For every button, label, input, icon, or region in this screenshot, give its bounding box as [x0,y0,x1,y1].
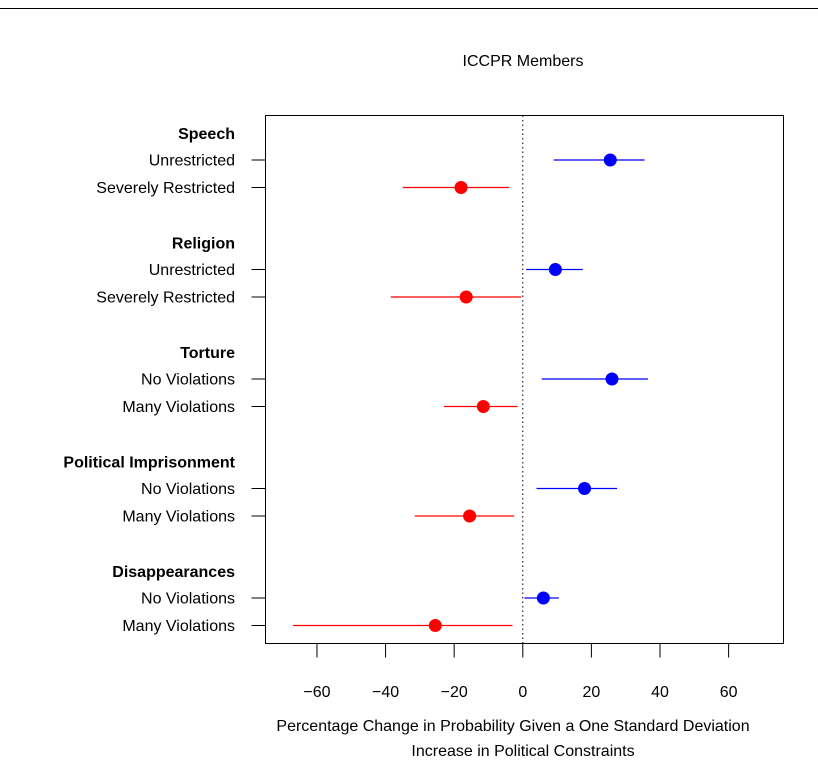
y-axis: Speech Unrestricted Severely Restricted Rel… [63,126,266,635]
group-heading: Religion [172,236,235,253]
plot-frame [265,115,784,644]
row-label: Unrestricted [149,262,235,279]
x-tick-label: 0 [518,684,527,701]
group-heading: Speech [178,126,235,143]
x-tick-label: 60 [720,684,738,701]
point-estimate [428,619,442,632]
point-estimate [548,263,562,276]
x-axis: −60 −40 −20 0 20 40 60 [303,643,738,701]
chart-title: ICCPR Members [463,53,584,70]
point-estimate [463,509,477,523]
row-label: Many Violations [122,399,235,416]
group-heading: Torture [180,345,235,362]
x-tick-label: 20 [582,684,600,701]
point-estimate [476,400,490,413]
row-label: No Violations [141,372,235,389]
point-estimate [578,482,592,495]
point-estimate [605,372,619,386]
point-estimate [603,153,617,167]
x-tick-label: −20 [441,684,468,701]
row-label: No Violations [141,481,235,498]
row-label: Unrestricted [149,153,235,170]
x-tick-label: −60 [303,684,330,701]
point-estimate [459,290,473,304]
group-heading: Disappearances [112,564,235,581]
row-label: Severely Restricted [96,290,235,307]
x-tick-label: −40 [372,684,399,701]
data-marks [292,153,648,632]
point-estimate [454,181,468,194]
x-axis-label-line-1: Percentage Change in Probability Given a… [276,718,749,735]
row-label: Many Violations [122,618,235,635]
group-heading: Political Imprisonment [63,455,235,472]
x-tick-label: 40 [651,684,669,701]
row-label: No Violations [141,591,235,608]
point-estimate [536,591,550,605]
x-axis-label-line-2: Increase in Political Constraints [411,743,634,760]
row-label: Severely Restricted [96,180,235,197]
row-label: Many Violations [122,509,235,526]
